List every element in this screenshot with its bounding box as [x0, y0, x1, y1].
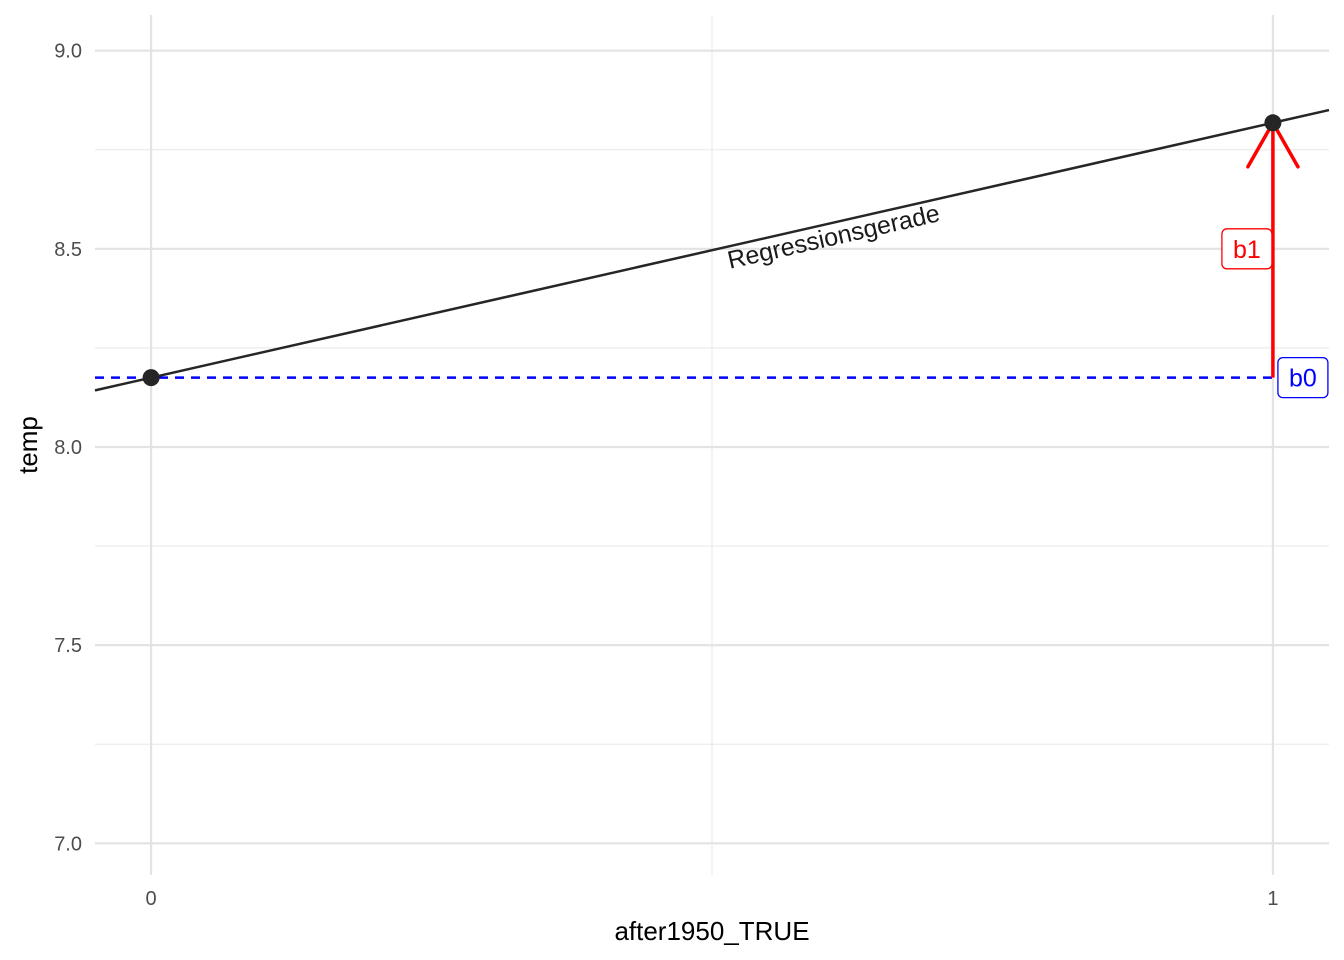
- tick-labels: 7.0 7.5 8.0 8.5 9.0 0 1: [54, 41, 1278, 910]
- data-point: [142, 369, 160, 387]
- regression-line: [94, 108, 1330, 392]
- b1-label-box: [1221, 228, 1273, 270]
- b0-label-text: b0: [1289, 365, 1317, 393]
- y-tick-label: 7.5: [54, 635, 82, 657]
- x-tick-label: 1: [1267, 888, 1278, 910]
- y-axis-title: temp: [13, 416, 43, 474]
- data-points: [142, 114, 1282, 387]
- b0-label-box: [1277, 356, 1329, 399]
- y-tick-label: 8.5: [54, 239, 82, 261]
- y-tick-label: 8.0: [54, 437, 82, 459]
- minor-gridlines: [95, 15, 1329, 875]
- regression-annotation: Regressionsgerade: [725, 199, 943, 274]
- b1-label-text: b1: [1233, 236, 1261, 264]
- y-tick-label: 7.0: [54, 833, 82, 855]
- chart-labels: Regressionsgerade b1 b0: [725, 199, 1329, 399]
- x-tick-label: 0: [146, 888, 157, 910]
- data-point: [1264, 114, 1282, 132]
- y-tick-label: 9.0: [54, 41, 82, 63]
- x-axis-title: after1950_TRUE: [614, 916, 809, 946]
